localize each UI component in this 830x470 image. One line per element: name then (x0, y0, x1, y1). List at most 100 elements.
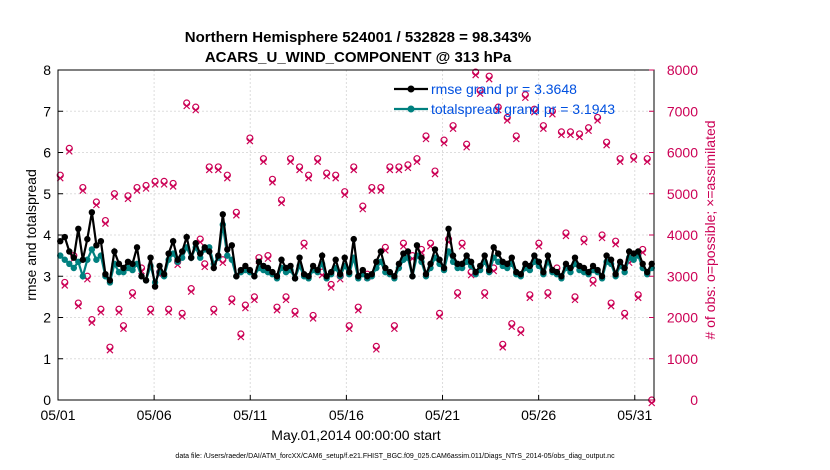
obs-assimilated-stroke (648, 399, 656, 407)
obs-assimilated-stroke (278, 199, 285, 207)
obs-possible-marker (178, 309, 186, 317)
totalspread-point (129, 266, 136, 274)
obs-assimilated-stroke (273, 306, 281, 314)
rmse-point (440, 264, 448, 272)
rmse-point (197, 250, 204, 257)
obs-assimilated-stroke (571, 296, 579, 304)
obs-possible-marker (413, 155, 421, 163)
obs-possible-marker (435, 309, 444, 317)
obs-assimilated-marker (300, 242, 308, 250)
rmse-series (57, 209, 655, 290)
obs-possible-marker (508, 320, 516, 328)
obs-assimilated-stroke (192, 106, 200, 114)
legend: rmse grand pr = 3.3648 totalspread grand… (394, 81, 615, 117)
obs-assimilated-stroke (494, 106, 502, 114)
totalspread-point (115, 268, 123, 276)
obs-assimilated-stroke (88, 319, 96, 326)
rmse-point (350, 235, 357, 243)
obs-assimilated-marker (88, 319, 96, 326)
obs-assimilated-marker (111, 193, 118, 201)
obs-assimilated-stroke (368, 187, 376, 194)
rmse-point (264, 264, 272, 272)
obs-assimilated-marker (129, 292, 136, 300)
obs-assimilated-marker (332, 174, 340, 182)
totalspread-point (70, 264, 78, 272)
obs-assimilated-stroke (83, 275, 91, 283)
rmse-point (237, 266, 245, 274)
obs-assimilated-marker (494, 106, 502, 114)
obs-assimilated-marker (567, 131, 574, 139)
obs-possible-marker (616, 155, 624, 163)
obs-assimilated-stroke (481, 292, 489, 300)
obs-assimilated-stroke (503, 117, 511, 124)
obs-assimilated-marker (576, 133, 583, 141)
obs-assimilated-stroke (386, 166, 394, 174)
obs-assimilated-stroke (399, 242, 407, 250)
obs-possible-marker (327, 280, 335, 289)
obs-assimilated-stroke (241, 304, 249, 312)
y-axis-right-label: # of obs: o=possible; ×=assimilated (702, 120, 718, 339)
obs-assimilated-stroke (535, 242, 543, 250)
obs-assimilated-stroke (111, 193, 118, 201)
rmse-point (594, 266, 601, 274)
obs-assimilated-marker (562, 232, 570, 240)
totalspread-point (66, 260, 73, 268)
obs-assimilated-marker (115, 308, 123, 316)
rmse-point (106, 277, 114, 284)
rmse-point (504, 260, 511, 268)
obs-assimilated-stroke (332, 174, 340, 182)
obs-assimilated-marker (101, 220, 109, 227)
obs-assimilated-stroke (485, 75, 493, 83)
obs-assimilated-stroke (585, 127, 592, 135)
y-right-tick-label: 3000 (667, 268, 698, 284)
obs-assimilated-marker (305, 174, 313, 182)
obs-assimilated-stroke (151, 180, 159, 188)
rmse-point (648, 260, 655, 268)
obs-assimilated-stroke (282, 296, 290, 304)
rmse-point (562, 260, 570, 268)
totalspread-point (224, 252, 231, 259)
obs-possible-marker (566, 128, 575, 136)
obs-assimilated-stroke (603, 141, 611, 149)
obs-assimilated-stroke (458, 242, 466, 250)
obs-possible-marker (146, 305, 155, 313)
obs-possible-marker (602, 138, 611, 146)
right-axis-ticks: 0 1000 2000 3000 4000 5000 6000 7000 8000 (649, 62, 698, 408)
obs-assimilated-stroke (354, 306, 362, 314)
obs-possible-marker (539, 122, 547, 130)
obs-assimilated-marker (309, 315, 317, 322)
obs-possible-marker (422, 132, 430, 140)
rmse-point (102, 270, 109, 278)
obs-assimilated-stroke (147, 308, 154, 316)
rmse-point (517, 270, 525, 278)
rmse-point (418, 254, 425, 261)
rmse-point (607, 256, 615, 263)
obs-possible-marker (571, 293, 579, 301)
obs-assimilated-marker (598, 234, 606, 242)
rmse-point (616, 258, 624, 266)
obs-assimilated-marker (395, 166, 403, 174)
obs-assimilated-stroke (309, 315, 317, 322)
obs-assimilated-stroke (115, 308, 123, 316)
rmse-point (61, 233, 68, 241)
obs-assimilated-marker (589, 279, 597, 287)
obs-assimilated-marker (210, 308, 218, 316)
obs-assimilated-stroke (300, 242, 308, 250)
obs-assimilated-marker (237, 333, 245, 341)
obs-assimilated-marker (372, 345, 380, 353)
obs-assimilated-marker (354, 306, 362, 314)
obs-possible-marker (390, 322, 398, 330)
y-tick-label: 4 (43, 227, 51, 243)
obs-possible-marker (92, 198, 100, 206)
y-tick-label: 0 (43, 392, 51, 408)
obs-assimilated-stroke (345, 325, 353, 333)
obs-possible-marker (372, 342, 380, 350)
obs-assimilated-stroke (580, 238, 588, 246)
obs-possible-marker (286, 155, 295, 163)
y-right-tick-label: 4000 (667, 227, 698, 243)
rmse-point (553, 268, 561, 276)
obs-assimilated-marker (648, 399, 656, 407)
obs-assimilated-marker (92, 201, 100, 209)
rmse-point (495, 250, 502, 257)
